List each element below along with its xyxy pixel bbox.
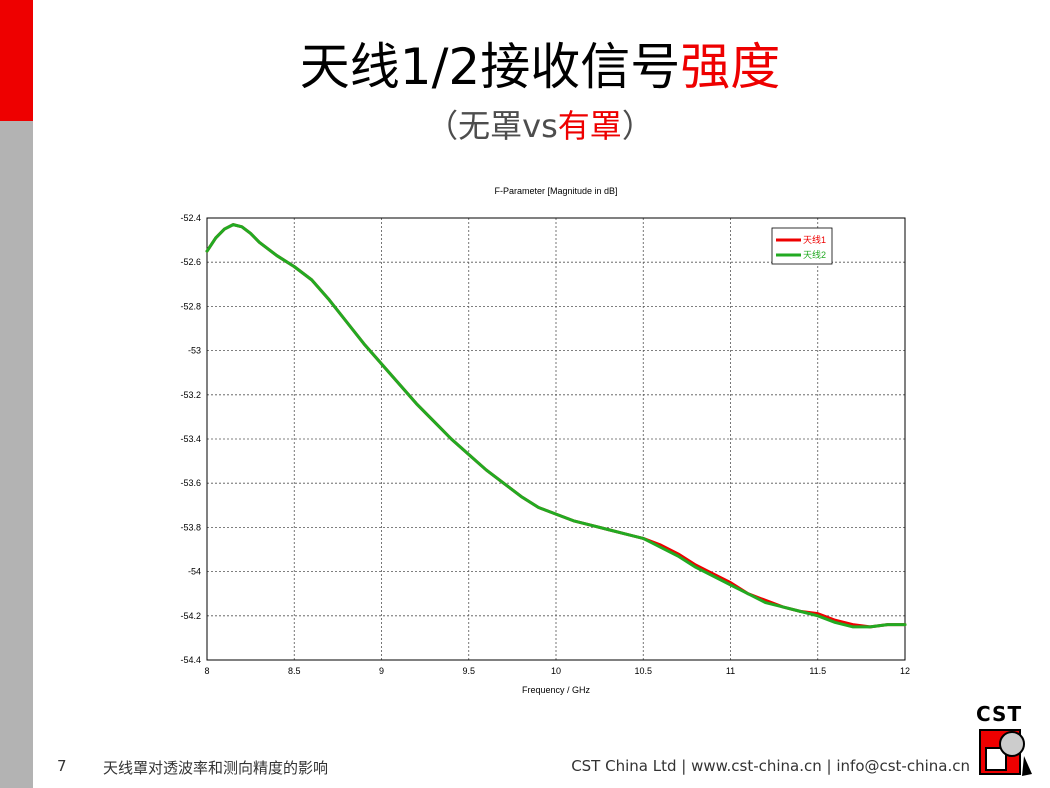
x-tick-label: 8.5 bbox=[288, 666, 301, 676]
footer-contact: CST China Ltd | www.cst-china.cn | info@… bbox=[571, 757, 970, 775]
legend-box bbox=[771, 227, 833, 265]
cst-logo-mark bbox=[979, 729, 1032, 776]
y-tick-label: -53.4 bbox=[180, 434, 201, 444]
y-tick-label: -52.4 bbox=[180, 213, 201, 223]
y-tick-label: -53.6 bbox=[180, 478, 201, 488]
footer-topic: 天线罩对透波率和测向精度的影响 bbox=[103, 759, 329, 777]
x-tick-label: 11 bbox=[726, 666, 735, 676]
x-tick-label: 8 bbox=[204, 666, 209, 676]
subtitle-plain: 无罩vs bbox=[458, 107, 558, 145]
chart-title: F-Parameter [Magnitude in dB] bbox=[494, 186, 617, 196]
cst-logo: CST bbox=[976, 702, 1042, 788]
subtitle-close-paren: ） bbox=[621, 107, 654, 145]
subtitle-highlight: 有罩 bbox=[557, 107, 622, 145]
y-tick-label: -52.6 bbox=[180, 257, 201, 267]
y-tick-label: -53 bbox=[188, 346, 201, 356]
slide-title: 天线1/2接收信号强度 bbox=[0, 32, 1050, 102]
sidebar-accent-gray bbox=[0, 121, 33, 788]
x-tick-label: 12 bbox=[900, 666, 910, 676]
x-tick-label: 10 bbox=[551, 666, 561, 676]
cst-logo-text: CST bbox=[976, 702, 1023, 726]
y-tick-label: -54 bbox=[188, 567, 201, 577]
x-tick-label: 9.5 bbox=[462, 666, 475, 676]
x-tick-label: 11.5 bbox=[809, 666, 826, 676]
line-chart: 8 8.5 9 9.5 10 10.5 11 11.5 12 -52.4 -52.6 -52.8 -53… bbox=[180, 186, 910, 695]
slide-subtitle: （无罩vs有罩） bbox=[0, 104, 1050, 148]
series-line-2 bbox=[205, 223, 907, 629]
y-tick-label: -54.4 bbox=[180, 655, 201, 665]
slide-title-main: 天线1/2接收信号 bbox=[299, 38, 681, 96]
x-axis-label: Frequency / GHz bbox=[522, 685, 591, 695]
y-tick-label: -53.8 bbox=[180, 522, 201, 532]
legend-label-2: 天线2 bbox=[803, 249, 826, 260]
x-tick-label: 10.5 bbox=[634, 666, 652, 676]
legend-label-1: 天线1 bbox=[803, 234, 826, 245]
subtitle-open-paren: （ bbox=[426, 107, 459, 145]
plot-frame bbox=[206, 217, 906, 661]
slide-title-highlight: 强度 bbox=[680, 38, 781, 96]
y-tick-label: -54.2 bbox=[180, 611, 201, 621]
page-number: 7 bbox=[57, 757, 67, 775]
x-tick-label: 9 bbox=[379, 666, 384, 676]
sidebar-accent-red bbox=[0, 0, 33, 121]
y-tick-label: -53.2 bbox=[180, 390, 201, 400]
y-tick-label: -52.8 bbox=[180, 301, 201, 311]
